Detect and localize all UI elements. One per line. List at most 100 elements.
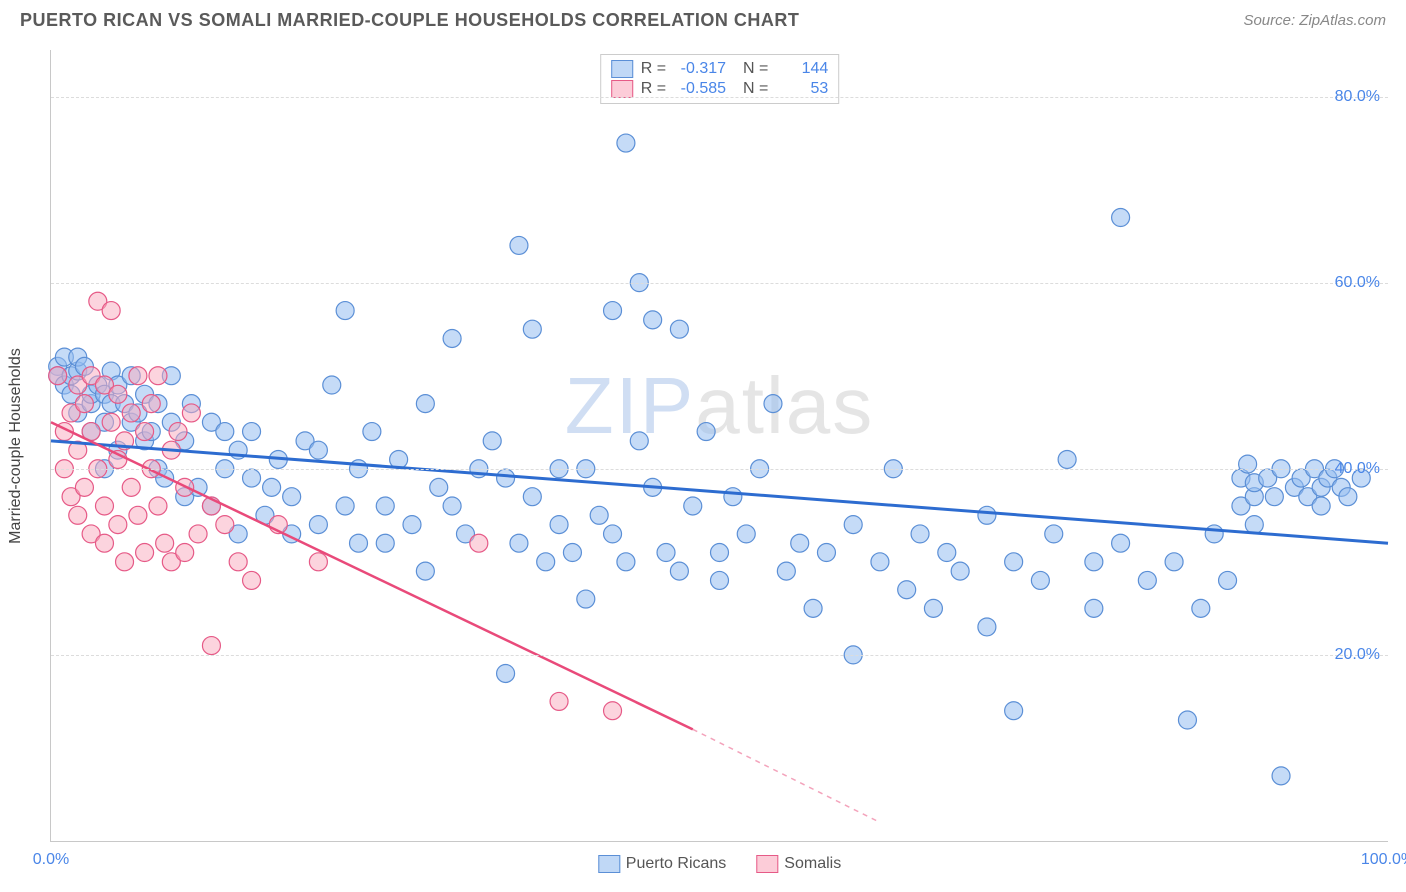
data-point [978, 506, 996, 524]
data-point [510, 236, 528, 254]
ytick-label: 60.0% [1335, 274, 1380, 292]
series-legend: Puerto Ricans Somalis [598, 855, 841, 873]
data-point [844, 516, 862, 534]
data-point [243, 571, 261, 589]
data-point [109, 516, 127, 534]
ytick-label: 80.0% [1335, 88, 1380, 106]
data-point [497, 665, 515, 683]
legend-swatch-pink [611, 80, 633, 98]
data-point [243, 423, 261, 441]
data-point [1058, 450, 1076, 468]
legend-item-so: Somalis [756, 855, 841, 873]
data-point [109, 385, 127, 403]
data-point [670, 320, 688, 338]
data-point [75, 395, 93, 413]
data-point [443, 497, 461, 515]
data-point [336, 302, 354, 320]
r-value-so: -0.585 [674, 80, 726, 98]
data-point [69, 506, 87, 524]
data-point [1205, 525, 1223, 543]
data-point [1239, 455, 1257, 473]
ytick-label: 20.0% [1335, 646, 1380, 664]
chart-header: PUERTO RICAN VS SOMALI MARRIED-COUPLE HO… [0, 0, 1406, 36]
data-point [978, 618, 996, 636]
legend-item-pr: Puerto Ricans [598, 855, 727, 873]
data-point [1165, 553, 1183, 571]
data-point [1312, 497, 1330, 515]
data-point [1192, 599, 1210, 617]
data-point [550, 516, 568, 534]
data-point [1112, 209, 1130, 227]
data-point [350, 534, 368, 552]
data-point [523, 488, 541, 506]
data-point [122, 478, 140, 496]
ytick-label: 40.0% [1335, 460, 1380, 478]
data-point [1005, 702, 1023, 720]
data-point [644, 311, 662, 329]
data-point [263, 478, 281, 496]
data-point [102, 413, 120, 431]
data-point [309, 553, 327, 571]
legend-swatch-blue-bottom [598, 855, 620, 873]
data-point [216, 516, 234, 534]
data-point [1085, 599, 1103, 617]
data-point [938, 544, 956, 562]
chart-plot-area: Married-couple Households ZIPatlas R = -… [50, 50, 1388, 842]
data-point [95, 497, 113, 515]
n-value-so: 53 [776, 80, 828, 98]
data-point [617, 134, 635, 152]
data-point [1265, 488, 1283, 506]
data-point [924, 599, 942, 617]
data-point [416, 395, 434, 413]
n-value-pr: 144 [776, 60, 828, 78]
gridline [51, 469, 1388, 470]
data-point [1138, 571, 1156, 589]
data-point [804, 599, 822, 617]
chart-source: Source: ZipAtlas.com [1243, 12, 1386, 29]
data-point [376, 497, 394, 515]
data-point [670, 562, 688, 580]
trend-line-extrapolated [693, 729, 880, 822]
data-point [49, 367, 67, 385]
data-point [817, 544, 835, 562]
data-point [95, 534, 113, 552]
gridline [51, 655, 1388, 656]
data-point [156, 534, 174, 552]
data-point [711, 544, 729, 562]
data-point [604, 302, 622, 320]
data-point [470, 534, 488, 552]
data-point [590, 506, 608, 524]
legend-swatch-blue [611, 60, 633, 78]
data-point [216, 423, 234, 441]
data-point [430, 478, 448, 496]
data-point [363, 423, 381, 441]
data-point [116, 553, 134, 571]
data-point [149, 367, 167, 385]
data-point [537, 553, 555, 571]
data-point [336, 497, 354, 515]
data-point [1245, 516, 1263, 534]
data-point [1045, 525, 1063, 543]
data-point [283, 488, 301, 506]
data-point [911, 525, 929, 543]
data-point [1112, 534, 1130, 552]
data-point [898, 581, 916, 599]
data-point [483, 432, 501, 450]
data-point [697, 423, 715, 441]
data-point [102, 302, 120, 320]
scatter-svg [51, 50, 1388, 841]
data-point [951, 562, 969, 580]
data-point [323, 376, 341, 394]
data-point [871, 553, 889, 571]
data-point [443, 329, 461, 347]
data-point [563, 544, 581, 562]
data-point [711, 571, 729, 589]
data-point [737, 525, 755, 543]
data-point [1339, 488, 1357, 506]
data-point [403, 516, 421, 534]
chart-title: PUERTO RICAN VS SOMALI MARRIED-COUPLE HO… [20, 10, 799, 31]
data-point [777, 562, 795, 580]
data-point [189, 525, 207, 543]
data-point [1178, 711, 1196, 729]
data-point [142, 395, 160, 413]
